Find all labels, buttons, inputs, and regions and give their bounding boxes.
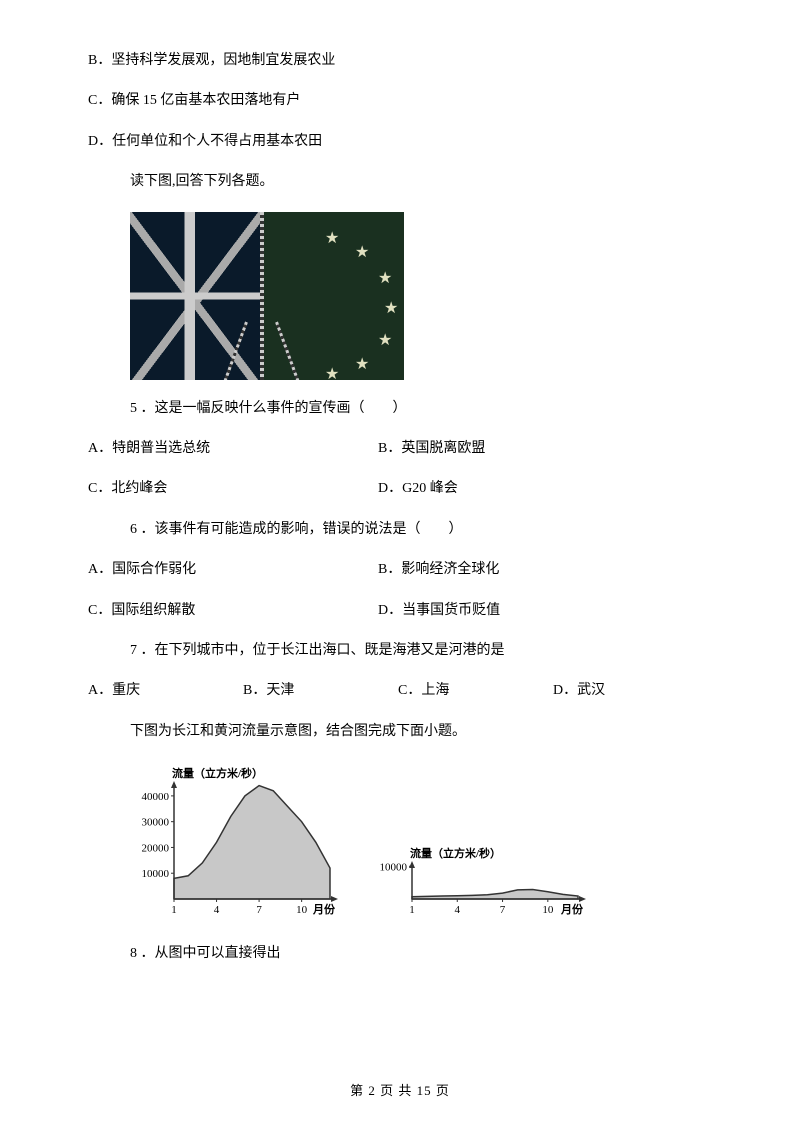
uk-flag-half — [130, 212, 260, 380]
question-6-text: 6 ．该事件有可能造成的影响，错误的说法是（ ） — [130, 519, 712, 541]
page-footer: 第 2 页 共 15 页 — [0, 1081, 800, 1102]
q6-option-b: B．影响经济全球化 — [378, 559, 499, 581]
svg-text:流量（立方米/秒）: 流量（立方米/秒） — [410, 846, 501, 860]
question-8-text: 8 ．从图中可以直接得出 — [130, 943, 712, 965]
q6-option-d: D．当事国货币贬值 — [378, 600, 500, 622]
q7-option-a: A．重庆 — [88, 680, 243, 702]
eu-flag-half: ★★★★★★★ — [260, 212, 404, 380]
question-5-text: 5 ．这是一幅反映什么事件的宣传画（ ） — [130, 398, 712, 420]
chart-instruction: 下图为长江和黄河流量示意图，结合图完成下面小题。 — [130, 721, 712, 743]
svg-text:10: 10 — [296, 904, 308, 916]
svg-text:1: 1 — [171, 904, 177, 916]
q6-option-a: A．国际合作弱化 — [88, 559, 378, 581]
svg-text:4: 4 — [455, 904, 461, 916]
svg-text:10000: 10000 — [380, 861, 408, 873]
svg-text:4: 4 — [214, 904, 220, 916]
option-d: D．任何单位和个人不得占用基本农田 — [88, 131, 712, 153]
svg-text:7: 7 — [256, 904, 262, 916]
option-b: B．坚持科学发展观，因地制宜发展农业 — [88, 50, 712, 72]
option-c: C．确保 15 亿亩基本农田落地有户 — [88, 90, 712, 112]
question-5-options-row2: C．北约峰会 D．G20 峰会 — [88, 478, 712, 500]
q5-option-b: B．英国脱离欧盟 — [378, 438, 485, 460]
question-7-text: 7 ．在下列城市中，位于长江出海口、既是海港又是河港的是 — [130, 640, 712, 662]
zipper-icon — [260, 212, 264, 380]
flow-charts: 流量（立方米/秒）4000030000200001000014710月份 流量（… — [130, 761, 712, 921]
q7-option-b: B．天津 — [243, 680, 398, 702]
svg-text:流量（立方米/秒）: 流量（立方米/秒） — [172, 766, 263, 780]
yangtze-flow-chart: 流量（立方米/秒）40000 30000 20000 10000 1 4 7 10 月份 — [130, 761, 340, 921]
question-6-options-row2: C．国际组织解散 D．当事国货币贬值 — [88, 600, 712, 622]
yellow-river-flow-chart: 流量（立方米/秒）10000 1 4 7 10 月份 — [368, 841, 588, 921]
svg-text:40000: 40000 — [142, 791, 170, 803]
svg-text:月份: 月份 — [312, 902, 336, 916]
flag-instruction: 读下图,回答下列各题。 — [130, 171, 712, 193]
svg-text:10: 10 — [542, 904, 554, 916]
question-5-options-row1: A．特朗普当选总统 B．英国脱离欧盟 — [88, 438, 712, 460]
svg-text:1: 1 — [409, 904, 415, 916]
svg-text:7: 7 — [500, 904, 506, 916]
question-7-options: A．重庆 B．天津 C．上海 D．武汉 — [88, 680, 712, 702]
q5-option-c: C．北约峰会 — [88, 478, 378, 500]
q7-option-c: C．上海 — [398, 680, 553, 702]
svg-text:10000: 10000 — [142, 868, 170, 880]
question-6-options-row1: A．国际合作弱化 B．影响经济全球化 — [88, 559, 712, 581]
brexit-flag-image: ★★★★★★★ — [130, 212, 404, 380]
q5-option-d: D．G20 峰会 — [378, 478, 458, 500]
svg-text:月份: 月份 — [560, 902, 584, 916]
svg-text:30000: 30000 — [142, 817, 170, 829]
q7-option-d: D．武汉 — [553, 680, 708, 702]
q6-option-c: C．国际组织解散 — [88, 600, 378, 622]
q5-option-a: A．特朗普当选总统 — [88, 438, 378, 460]
svg-text:20000: 20000 — [142, 843, 170, 855]
